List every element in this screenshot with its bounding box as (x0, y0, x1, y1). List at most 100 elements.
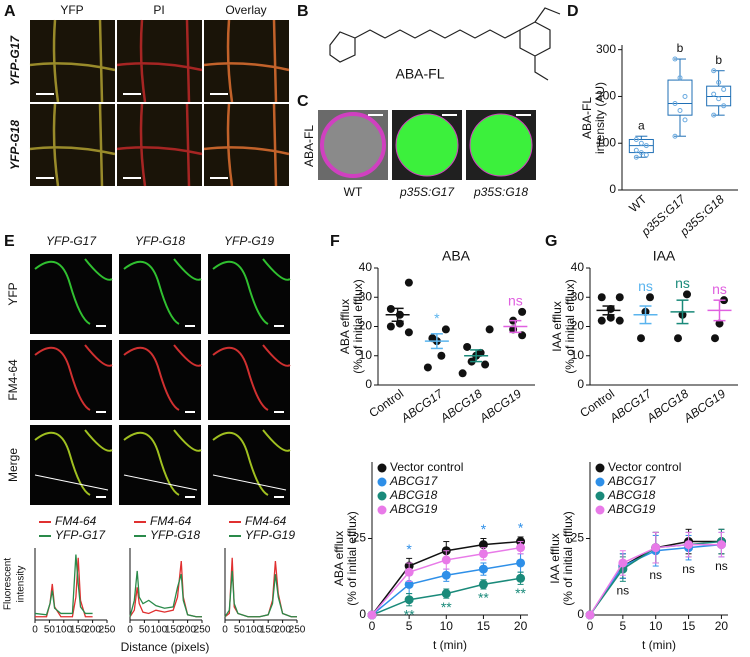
y-tick-label: 40 (359, 260, 373, 274)
data-point (606, 313, 615, 322)
profile-line (123, 474, 198, 491)
cell-outline (212, 344, 291, 411)
x-tick-label: ABCG19 (680, 386, 728, 425)
data-point (682, 93, 688, 99)
micrograph (208, 425, 290, 505)
profile-trace (34, 554, 93, 616)
data-point (597, 293, 606, 302)
legend-swatch (595, 505, 605, 515)
data-point (615, 293, 624, 302)
cell-outline (34, 429, 113, 496)
x-tick-label: 10 (649, 619, 663, 633)
data-point (672, 56, 678, 62)
x-tick-label: 150 (165, 625, 182, 636)
y-axis-label: intensity (AU) (593, 82, 607, 154)
x-tick-label: 50 (44, 625, 56, 636)
significance-mark: * (518, 520, 524, 536)
legend-swatch (595, 477, 605, 487)
legend-swatch (377, 463, 387, 473)
profile-line (34, 474, 109, 491)
data-point (715, 319, 724, 328)
data-point (516, 543, 526, 553)
y-axis-label: ABA efflux (332, 531, 346, 586)
significance-mark: ns (712, 281, 727, 297)
x-tick-label: 100 (150, 625, 167, 636)
micrograph (119, 340, 201, 420)
chart-title: ABA (442, 248, 471, 264)
data-point (716, 79, 722, 85)
legend-label: ABCG17 (389, 474, 439, 488)
legend-swatch (595, 463, 605, 473)
y-tick-label: 20 (359, 319, 373, 333)
micrograph (30, 340, 112, 420)
data-point (637, 334, 645, 343)
cell-outline (34, 344, 113, 411)
legend-label: Vector control (390, 460, 463, 474)
legend-label: ABCG19 (389, 502, 438, 516)
y-tick-label: 30 (571, 289, 585, 303)
legend-label: ABCG19 (607, 502, 656, 516)
data-point (478, 564, 488, 574)
cell-outline (123, 258, 202, 325)
column-label: YFP-G19 (224, 234, 274, 248)
data-point (516, 573, 526, 583)
x-tick-label: 200 (84, 625, 101, 636)
data-point (677, 107, 683, 113)
legend-label: YFP-G17 (55, 528, 106, 542)
data-point (437, 351, 446, 360)
x-axis-label: t (min) (433, 638, 467, 652)
micrograph (30, 254, 112, 334)
significance-mark: ns (649, 568, 662, 582)
micrograph (208, 340, 290, 420)
y-tick-label: 10 (359, 348, 373, 362)
profile-trace (224, 570, 297, 618)
row-label: ABA-FL (302, 125, 316, 167)
panel-label: C (297, 93, 309, 110)
legend-swatch (377, 491, 387, 501)
protoplast (469, 113, 533, 177)
panel-label: F (330, 233, 340, 250)
y-tick-label: 0 (577, 377, 584, 391)
data-point (404, 278, 413, 287)
data-point (677, 75, 683, 81)
legend-label: YFP-G19 (245, 528, 295, 542)
x-tick-label: 50 (234, 625, 246, 636)
data-point (643, 143, 649, 149)
legend-label: FM4-64 (55, 514, 97, 528)
panel-label: E (4, 233, 15, 250)
legend-label: YFP-G18 (150, 528, 200, 542)
y-tick-label: 0 (609, 182, 616, 196)
panel-label: B (297, 3, 309, 20)
data-point (518, 331, 527, 340)
cell-outline (123, 344, 202, 411)
column-label: p35S:G17 (399, 185, 455, 199)
data-point (478, 549, 488, 559)
data-point (597, 316, 606, 325)
y-tick-label: 20 (571, 319, 585, 333)
x-tick-label: 10 (440, 619, 454, 633)
x-tick-label: 20 (715, 619, 729, 633)
data-point (638, 140, 644, 146)
significance-mark: * (481, 521, 487, 537)
panel-label: G (545, 233, 557, 250)
chart-title: IAA (653, 248, 676, 264)
y-axis-label: (% of initial efflux) (561, 511, 575, 605)
significance-mark: ** (441, 599, 452, 615)
significance-letter: b (715, 53, 722, 67)
data-point (441, 325, 450, 334)
data-point (615, 316, 624, 325)
significance-mark: ns (675, 275, 690, 291)
y-axis-label: ABA efflux (338, 299, 352, 354)
x-tick-label: 100 (245, 625, 262, 636)
data-point (643, 152, 649, 158)
micrograph (208, 254, 290, 334)
data-point (481, 360, 490, 369)
x-axis-label: t (min) (642, 638, 676, 652)
cell-wall (116, 19, 203, 103)
data-point (651, 543, 661, 553)
x-tick-label: 0 (32, 625, 38, 636)
significance-mark: * (434, 310, 440, 326)
y-tick-label: 0 (365, 377, 372, 391)
y-tick-label: 25 (571, 531, 585, 545)
profile-trace (129, 570, 202, 618)
